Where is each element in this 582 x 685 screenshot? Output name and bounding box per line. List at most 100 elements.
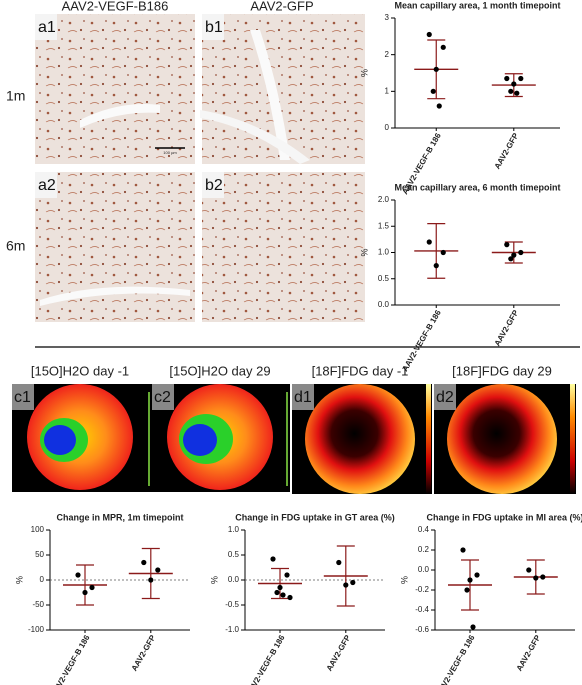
data-point [440,249,446,256]
x-tick-label: AAV2-VEGF-B 186 [49,633,92,685]
data-point [440,44,446,50]
data-point [540,574,546,580]
data-point [350,579,356,586]
x-tick-label: AAV2-VEGF-B 186 [434,633,477,685]
y-axis-label: % [14,576,24,584]
micrograph [35,14,195,164]
data-point [274,589,280,596]
row-label: 6m [6,238,25,254]
y-tick-label: 100 [31,525,45,534]
y-tick-label: 1.0 [228,525,240,534]
data-point [430,88,436,94]
tissue-gap [250,30,290,160]
y-axis-label: % [399,576,409,584]
label-box [202,14,224,40]
y-tick-label: 0.4 [418,525,430,534]
data-point [82,589,88,596]
y-tick-label: 50 [35,550,44,559]
perfusion-defect [44,425,76,455]
y-tick-label: 1 [385,86,390,95]
data-point [148,577,154,583]
y-tick-label: 2.0 [378,195,390,204]
row-label: 1m [6,88,25,104]
data-point [277,584,283,591]
data-point [75,572,81,578]
color-scale [148,392,150,486]
label-box [434,384,456,410]
label-box [12,384,34,410]
data-point [511,252,517,258]
map-title: [18F]FDG day 29 [452,363,552,378]
data-point [433,263,439,269]
x-tick-label: AAV2-GFP [493,308,521,348]
data-point [343,582,349,588]
perfusion-defect [183,424,217,456]
data-point [518,249,524,256]
data-point [467,577,473,583]
y-tick-label: 0.5 [228,550,240,559]
data-point [426,239,432,245]
y-tick-label: -50 [32,600,44,609]
color-scale [426,384,431,494]
panel-label: c2 [154,389,171,406]
panel-label: d1 [294,389,312,406]
tissue-gap [40,286,190,306]
data-point [426,31,432,38]
panel-label: c1 [14,389,31,406]
data-point [284,572,290,578]
y-tick-label: 0 [385,123,390,132]
y-tick-label: 0.0 [418,565,430,574]
data-point [526,567,532,573]
data-point [511,81,517,87]
column-header: AAV2-VEGF-B186 [62,0,169,13]
micrographs: a1 b1 a2 b2 100 µm AAV2-VEGF-B186 AAV2-G… [6,0,365,322]
x-tick-label: AAV2-VEGF-B 186 [244,633,287,685]
data-point [436,103,442,109]
label-box [35,14,57,40]
y-tick-label: -1.0 [225,625,239,634]
data-point [280,592,286,598]
y-tick-label: -0.2 [415,585,429,594]
panel-label: a2 [38,177,56,194]
data-point [433,66,439,72]
data-point [336,559,342,566]
micrograph [202,172,365,322]
chart-title: Change in MPR, 1m timepoint [56,512,183,522]
label-box [292,384,314,410]
data-point [474,572,480,578]
y-tick-label: 2 [385,50,390,59]
panel-label: b1 [205,19,223,36]
chart-title: Mean capillary area, 6 month timepoint [394,182,560,192]
chart-title: Change in FDG uptake in GT area (%) [235,512,395,522]
y-tick-label: -0.5 [225,600,239,609]
panel-label: d2 [436,389,454,406]
data-point [270,556,276,562]
data-point [460,547,466,553]
y-tick-label: 0.0 [378,300,390,309]
column-header: AAV2-GFP [250,0,313,13]
data-point [141,559,147,566]
map-title: [15O]H2O day 29 [169,363,270,378]
x-tick-label: AAV2-GFP [515,633,543,673]
label-box [35,172,57,198]
x-tick-label: AAV2-VEGF-B 186 [400,308,443,373]
y-tick-label: -100 [28,625,45,634]
y-tick-label: 3 [385,13,390,22]
polar-map [447,384,557,494]
color-scale [570,384,575,494]
data-point [464,587,470,593]
data-point [504,75,510,82]
data-point [508,256,514,262]
label-box [202,172,224,198]
x-tick-label: AAV2-GFP [325,633,353,673]
map-title: [15O]H2O day -1 [31,363,129,378]
y-tick-label: 1.0 [378,248,390,257]
data-point [470,624,476,630]
panel-label: b2 [205,177,223,194]
data-point [533,575,539,581]
y-axis-label: % [359,248,369,256]
y-tick-label: -0.6 [415,625,429,634]
panel-label: a1 [38,19,56,36]
data-point [89,584,95,591]
